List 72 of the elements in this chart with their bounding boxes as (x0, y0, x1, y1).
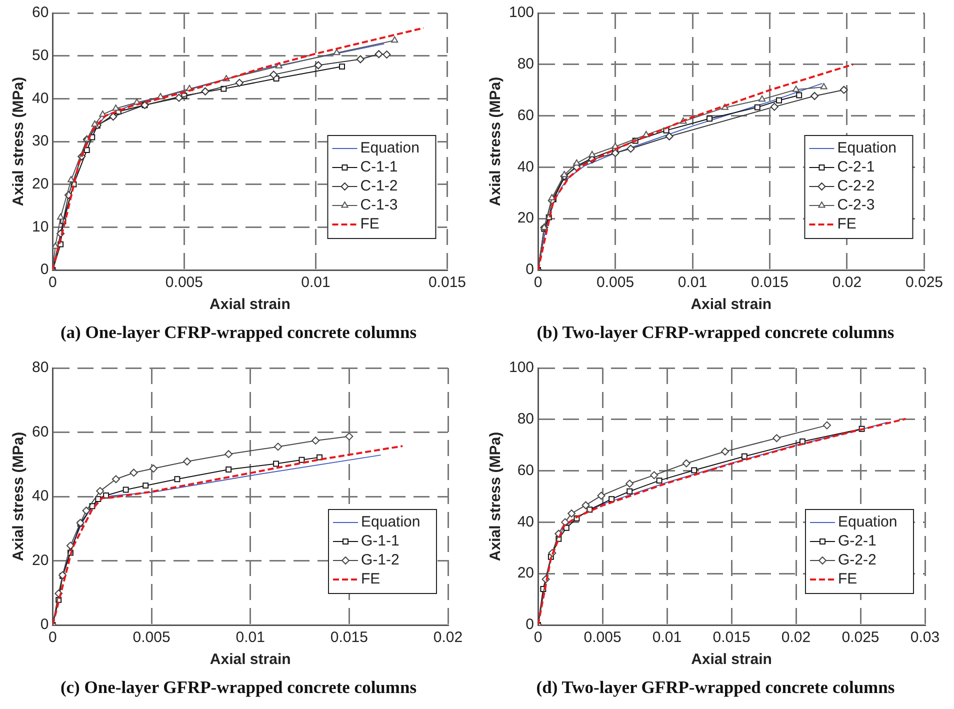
legend-label: Equation (838, 514, 898, 531)
legend-label: C-1-2 (360, 178, 398, 195)
legend-label: G-1-1 (361, 532, 400, 550)
text: (a) One-layer CFRP-wrapped concrete columns (59, 322, 418, 343)
x-tick-label: 0.005 (132, 629, 170, 646)
legend-label: G-2-1 (838, 532, 876, 550)
x-tick-label: 0.015 (428, 274, 466, 292)
x-axis-title: Axial strain (210, 651, 291, 668)
y-tick-label: 100 (508, 4, 534, 22)
y-axis-title: Axial stress (MPa) (10, 432, 28, 562)
y-tick-label: 0 (40, 616, 49, 634)
legend-label: G-1-2 (361, 552, 400, 569)
x-tick-label: 0.01 (652, 629, 682, 646)
x-tick-label: 0.01 (301, 274, 330, 292)
y-axis-title: Axial stress (MPa) (487, 432, 504, 562)
y-tick-label: 40 (32, 488, 49, 505)
y-tick-label: 40 (517, 513, 534, 530)
x-axis-title: Axial strain (690, 296, 772, 314)
y-tick-label: 50 (32, 46, 49, 64)
x-tick-label: 0.025 (905, 274, 944, 292)
y-tick-label: 10 (32, 218, 49, 236)
y-tick-label: 80 (32, 359, 49, 376)
legend-label: C-2-3 (837, 196, 875, 214)
y-tick-label: 20 (32, 175, 49, 192)
x-tick-label: 0.02 (433, 629, 463, 646)
y-tick-label: 100 (508, 359, 534, 376)
y-axis-title: Axial stress (MPa) (487, 76, 504, 206)
y-tick-label: 60 (32, 423, 49, 440)
y-tick-label: 80 (517, 56, 534, 73)
x-tick-label: 0.02 (781, 629, 811, 646)
y-tick-label: 40 (32, 90, 49, 107)
x-tick-label: 0.01 (236, 629, 265, 646)
text: (c) One-layer GFRP-wrapped concrete columns (59, 677, 418, 698)
y-tick-label: 0 (526, 261, 534, 278)
x-tick-label: 0.015 (712, 629, 750, 646)
y-tick-label: 20 (32, 552, 49, 569)
x-tick-label: 0.02 (832, 274, 862, 292)
y-tick-label: 0 (40, 261, 49, 278)
legend-label: FE (361, 570, 380, 588)
y-tick-label: 60 (517, 462, 534, 479)
x-tick-label: 0.025 (842, 629, 880, 646)
legend-label: FE (837, 216, 856, 233)
y-tick-label: 0 (526, 616, 534, 634)
text: (d) Two-layer GFRP-wrapped concrete columns (535, 677, 896, 698)
x-axis-title: Axial strain (691, 651, 772, 668)
legend-label: C-1-1 (360, 158, 398, 176)
legend-label: C-2-1 (837, 158, 875, 176)
y-tick-label: 40 (517, 158, 534, 176)
x-tick-label: 0.005 (596, 274, 634, 292)
x-tick-label: 0.015 (750, 274, 789, 292)
x-tick-label: 0.005 (584, 629, 622, 646)
text: (b) Two-layer CFRP-wrapped concrete columns (536, 322, 896, 343)
legend-label: C-1-3 (360, 196, 398, 214)
legend-label: C-2-2 (837, 178, 875, 195)
x-tick-label: 0.015 (330, 629, 368, 646)
y-tick-label: 20 (517, 210, 534, 227)
x-tick-label: 0.005 (165, 274, 203, 292)
y-tick-label: 60 (517, 106, 534, 124)
y-tick-label: 60 (32, 4, 49, 22)
legend-label: FE (838, 570, 858, 588)
x-axis-title: Axial strain (210, 296, 290, 314)
y-axis-title: Axial stress (MPa) (10, 76, 28, 206)
y-tick-label: 80 (517, 410, 534, 428)
legend-label: FE (360, 216, 380, 233)
x-tick-label: 0.01 (678, 274, 708, 292)
legend-label: Equation (361, 514, 420, 531)
x-tick-label: 0.03 (910, 629, 940, 646)
legend-label: Equation (360, 140, 420, 157)
legend-label: G-2-2 (838, 552, 876, 569)
legend-label: Equation (837, 140, 896, 157)
y-tick-label: 30 (32, 132, 49, 150)
y-tick-label: 20 (517, 564, 534, 582)
